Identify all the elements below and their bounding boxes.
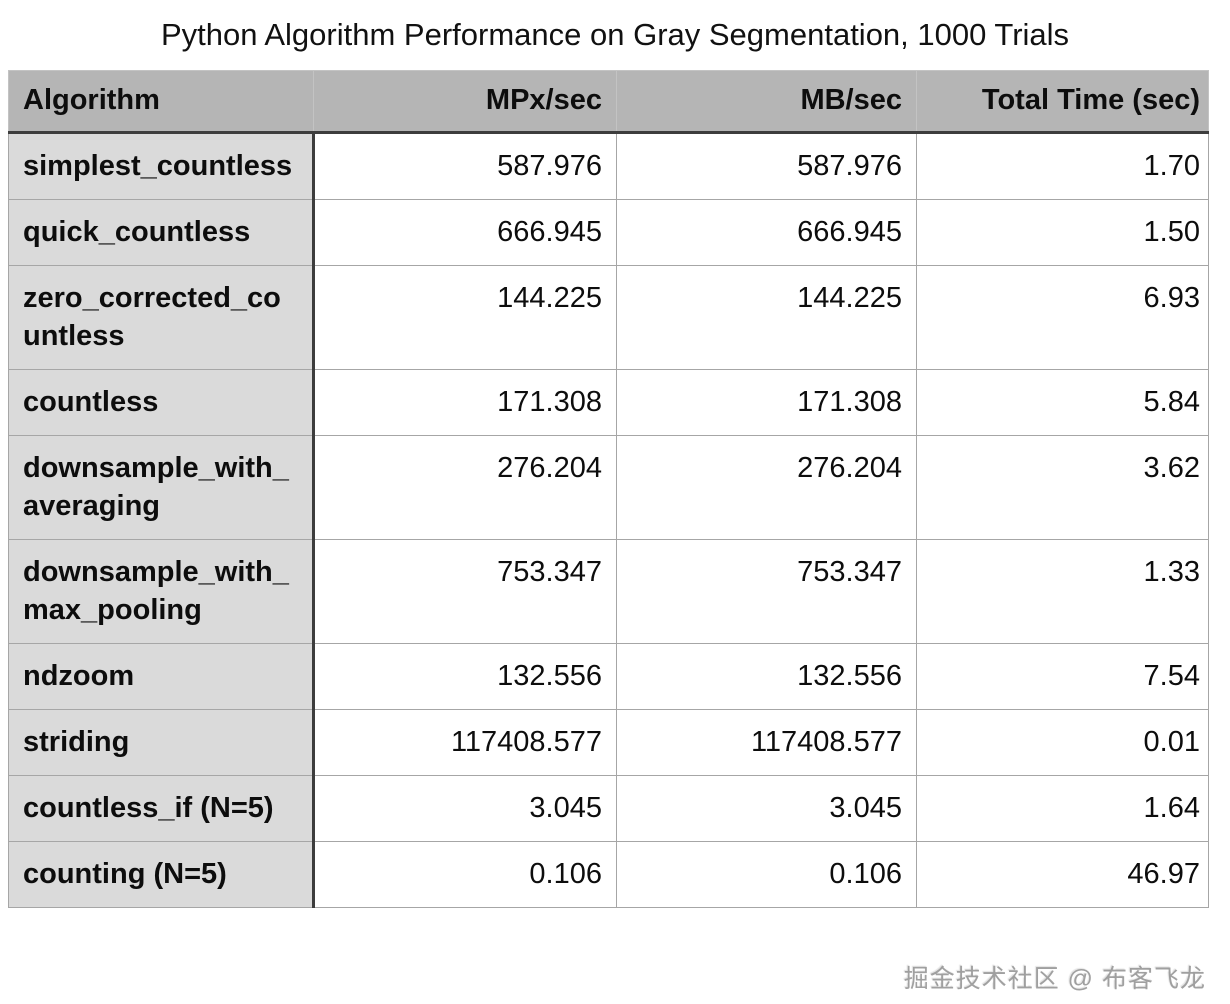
mpx-cell: 753.347	[313, 539, 617, 644]
mb-cell: 666.945	[616, 199, 917, 266]
mb-cell: 132.556	[616, 643, 917, 710]
time-cell: 7.54	[916, 643, 1209, 710]
time-cell: 5.84	[916, 369, 1209, 436]
mb-cell: 753.347	[616, 539, 917, 644]
performance-table: Algorithm MPx/sec MB/sec Total Time (sec…	[8, 70, 1209, 908]
mpx-cell: 0.106	[313, 841, 617, 908]
mpx-cell: 132.556	[313, 643, 617, 710]
algorithm-cell: quick_countless	[8, 199, 315, 266]
mpx-cell: 276.204	[313, 435, 617, 540]
mpx-cell: 117408.577	[313, 709, 617, 776]
algorithm-cell: counting (N=5)	[8, 841, 315, 908]
table-row: countless_if (N=5) 3.045 3.045 1.64	[8, 775, 1209, 842]
algorithm-cell: simplest_countless	[8, 132, 315, 200]
mpx-cell: 587.976	[313, 132, 617, 200]
table-row: countless 171.308 171.308 5.84	[8, 369, 1209, 436]
time-cell: 1.70	[916, 132, 1209, 200]
table-row: ndzoom 132.556 132.556 7.54	[8, 643, 1209, 710]
algorithm-cell: countless	[8, 369, 315, 436]
algorithm-cell: striding	[8, 709, 315, 776]
mb-cell: 144.225	[616, 265, 917, 370]
mpx-cell: 171.308	[313, 369, 617, 436]
mpx-cell: 3.045	[313, 775, 617, 842]
mpx-cell: 666.945	[313, 199, 617, 266]
time-cell: 3.62	[916, 435, 1209, 540]
table-body: simplest_countless 587.976 587.976 1.70 …	[8, 132, 1209, 908]
table-row: zero_corrected_countless 144.225 144.225…	[8, 265, 1209, 370]
mb-cell: 117408.577	[616, 709, 917, 776]
table-row: counting (N=5) 0.106 0.106 46.97	[8, 841, 1209, 908]
time-cell: 0.01	[916, 709, 1209, 776]
column-header-total-time: Total Time (sec)	[916, 70, 1209, 134]
algorithm-cell: countless_if (N=5)	[8, 775, 315, 842]
algorithm-cell: downsample_with_averaging	[8, 435, 315, 540]
table-row: downsample_with_averaging 276.204 276.20…	[8, 435, 1209, 540]
table-row: quick_countless 666.945 666.945 1.50	[8, 199, 1209, 266]
algorithm-cell: zero_corrected_countless	[8, 265, 315, 370]
table-row: simplest_countless 587.976 587.976 1.70	[8, 132, 1209, 200]
watermark: 掘金技术社区 @ 布客飞龙	[903, 965, 1206, 993]
mb-cell: 0.106	[616, 841, 917, 908]
time-cell: 1.50	[916, 199, 1209, 266]
column-header-mb-sec: MB/sec	[616, 70, 917, 134]
mb-cell: 3.045	[616, 775, 917, 842]
table-row: striding 117408.577 117408.577 0.01	[8, 709, 1209, 776]
column-header-mpx-sec: MPx/sec	[313, 70, 617, 134]
header-row: Algorithm MPx/sec MB/sec Total Time (sec…	[8, 70, 1209, 134]
mb-cell: 587.976	[616, 132, 917, 200]
column-header-algorithm: Algorithm	[8, 70, 314, 134]
mpx-cell: 144.225	[313, 265, 617, 370]
time-cell: 46.97	[916, 841, 1209, 908]
algorithm-cell: downsample_with_max_pooling	[8, 539, 315, 644]
table-row: downsample_with_max_pooling 753.347 753.…	[8, 539, 1209, 644]
mb-cell: 171.308	[616, 369, 917, 436]
page-title: Python Algorithm Performance on Gray Seg…	[160, 17, 1070, 52]
algorithm-cell: ndzoom	[8, 643, 315, 710]
mb-cell: 276.204	[616, 435, 917, 540]
table-header: Algorithm MPx/sec MB/sec Total Time (sec…	[8, 70, 1209, 134]
time-cell: 1.64	[916, 775, 1209, 842]
time-cell: 6.93	[916, 265, 1209, 370]
time-cell: 1.33	[916, 539, 1209, 644]
